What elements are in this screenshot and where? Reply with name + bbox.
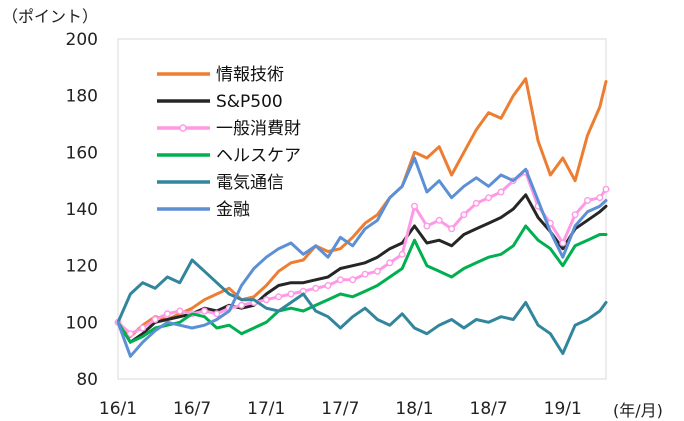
y-tick-label: 140 — [66, 200, 98, 220]
y-tick-label: 180 — [66, 87, 98, 107]
data-point — [163, 310, 171, 318]
data-point — [602, 185, 610, 193]
data-point — [213, 310, 221, 318]
data-point — [472, 199, 480, 207]
x-tick-label: 17/1 — [247, 399, 285, 419]
data-point — [386, 259, 394, 267]
x-tick-label: 17/7 — [321, 399, 359, 419]
x-tick-label: 18/1 — [395, 399, 433, 419]
legend-marker — [179, 124, 187, 132]
legend-label: S&P500 — [216, 92, 283, 112]
y-tick-label: 120 — [66, 257, 98, 277]
data-point — [200, 307, 208, 315]
series-2 — [116, 193, 608, 344]
data-point — [398, 250, 406, 258]
data-point — [361, 270, 369, 278]
data-point — [571, 211, 579, 219]
x-tick-label: 18/7 — [470, 399, 508, 419]
data-point — [435, 216, 443, 224]
y-tick-label: 100 — [66, 313, 98, 333]
legend-label: ヘルスケア — [216, 146, 301, 166]
y-tick-label: 80 — [76, 370, 98, 390]
legend-label: 電気通信 — [216, 173, 284, 193]
data-point — [336, 276, 344, 284]
data-point — [176, 307, 184, 315]
data-point — [423, 222, 431, 230]
series-line — [116, 156, 608, 358]
series-1 — [116, 77, 608, 338]
series-line — [116, 224, 608, 344]
x-axis: 16/1 16/7 17/1 17/7 18/1 18/7 19/1 — [99, 399, 582, 419]
x-axis-unit: (年/月) — [613, 401, 663, 420]
data-point — [411, 202, 419, 210]
data-point — [448, 225, 456, 233]
data-point — [460, 211, 468, 219]
data-point — [262, 296, 270, 304]
data-point — [237, 301, 245, 309]
series-layer — [114, 77, 610, 358]
x-tick-label: 19/1 — [544, 399, 582, 419]
series-line — [116, 258, 608, 355]
data-point — [373, 267, 381, 275]
data-point — [349, 276, 357, 284]
data-point — [485, 194, 493, 202]
data-point — [151, 316, 159, 324]
x-tick-label: 16/1 — [99, 399, 137, 419]
data-point — [324, 282, 332, 290]
data-point — [596, 194, 604, 202]
x-tick-label: 16/7 — [173, 399, 211, 419]
data-point — [139, 324, 147, 332]
legend-label: 金融 — [216, 200, 250, 220]
data-point — [559, 239, 567, 247]
data-point — [312, 284, 320, 292]
series-4 — [116, 224, 608, 344]
series-5 — [116, 258, 608, 355]
data-point — [584, 196, 592, 204]
series-line — [116, 193, 608, 344]
y-axis: 80 100 120 140 160 180 200 — [66, 30, 98, 390]
series-6 — [116, 156, 608, 358]
y-tick-label: 200 — [66, 30, 98, 50]
data-point — [275, 293, 283, 301]
data-point — [126, 330, 134, 338]
data-point — [497, 188, 505, 196]
y-axis-unit: （ポイント） — [2, 7, 98, 26]
series-line — [116, 77, 608, 338]
legend-label: 情報技術 — [216, 65, 284, 85]
data-point — [287, 290, 295, 298]
y-tick-label: 160 — [66, 143, 98, 163]
legend-label: 一般消費財 — [216, 119, 301, 139]
